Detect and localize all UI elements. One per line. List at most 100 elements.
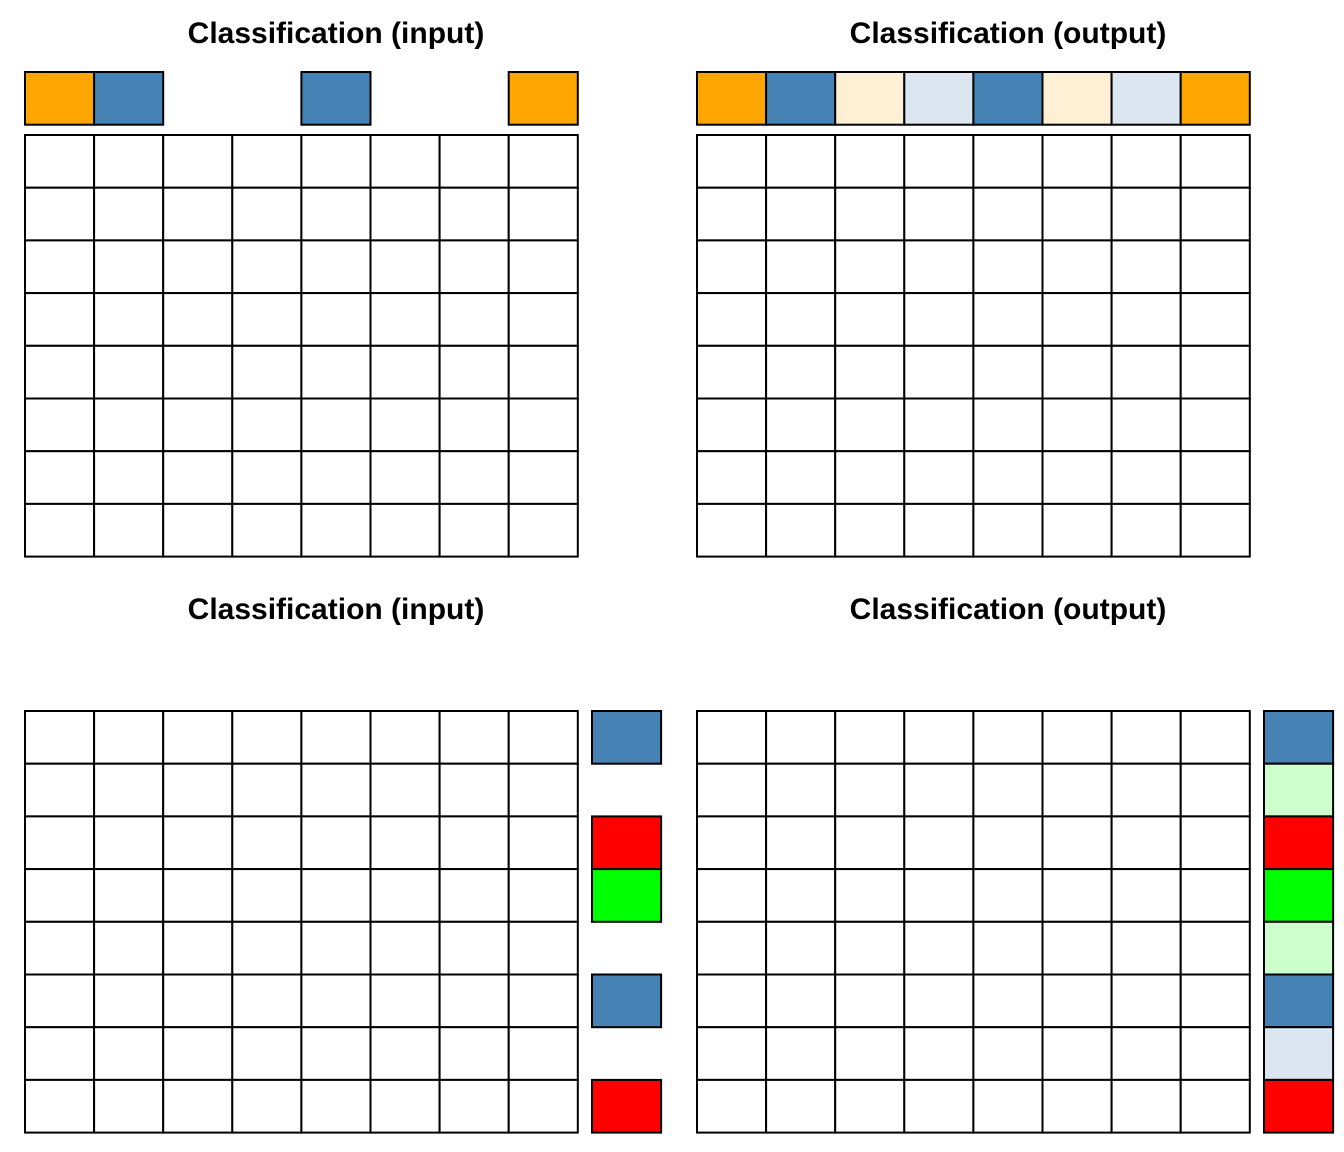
grid-cell <box>903 1078 975 1134</box>
grid-cell <box>300 292 372 347</box>
grid-cell <box>1041 450 1113 505</box>
grid-cell <box>1179 920 1251 976</box>
grid-cell <box>765 397 837 453</box>
grid-cell <box>162 710 234 765</box>
grid-cell <box>438 1078 510 1134</box>
grid-cell <box>1110 762 1182 818</box>
grid-cell <box>1110 920 1182 976</box>
grid-cell <box>162 186 234 242</box>
grid-cell <box>834 710 906 765</box>
grid-cell <box>231 134 303 189</box>
grid-cell <box>972 239 1044 295</box>
grid-cell <box>438 868 510 923</box>
grid-cell <box>1179 450 1251 505</box>
class-label-cell-green <box>591 868 663 923</box>
class-label-cell-red <box>1263 815 1335 871</box>
grid-cell <box>903 710 975 765</box>
grid-cell <box>24 397 96 453</box>
class-label-cell-orange <box>24 71 96 126</box>
grid-cell <box>300 815 372 871</box>
grid-cell <box>93 710 165 765</box>
grid-cell <box>162 973 234 1029</box>
grid-cell <box>1179 134 1251 189</box>
grid-cell <box>765 450 837 505</box>
grid-cell <box>93 502 165 558</box>
grid-cell <box>300 868 372 923</box>
grid-cell <box>231 344 303 400</box>
grid-cell <box>162 762 234 818</box>
grid-cell <box>765 344 837 400</box>
grid-cell <box>507 239 579 295</box>
grid-cell <box>765 502 837 558</box>
grid-cell <box>300 1026 372 1081</box>
grid-cell <box>834 450 906 505</box>
grid-cell <box>765 762 837 818</box>
grid-cell <box>507 502 579 558</box>
grid-cell <box>1110 134 1182 189</box>
grid-cell <box>834 344 906 400</box>
grid-cell <box>834 186 906 242</box>
grid-cell <box>696 186 768 242</box>
grid-cell <box>834 973 906 1029</box>
grid-cell <box>1041 344 1113 400</box>
grid-cell <box>231 710 303 765</box>
grid-cell <box>24 134 96 189</box>
grid-cell <box>903 239 975 295</box>
grid-cell <box>507 920 579 976</box>
class-label-cell-blue <box>972 71 1044 126</box>
grid-cell <box>765 292 837 347</box>
grid-cell <box>231 502 303 558</box>
grid-cell <box>972 292 1044 347</box>
class-label-cell-light-blue <box>1263 1026 1335 1081</box>
panel-title-top-right: Classification (output) <box>850 17 1167 50</box>
grid-cell <box>834 815 906 871</box>
grid-cell <box>972 868 1044 923</box>
grid-cell <box>696 920 768 976</box>
grid-cell <box>231 450 303 505</box>
panel-top-right <box>696 71 1251 558</box>
grid-cell <box>696 710 768 765</box>
grid-cell <box>1041 815 1113 871</box>
grid-cell <box>162 1026 234 1081</box>
grid-cell <box>24 710 96 765</box>
grid-cell <box>834 134 906 189</box>
grid-cell <box>765 1078 837 1134</box>
grid-cell <box>1041 134 1113 189</box>
grid-cell <box>972 920 1044 976</box>
grid-cell <box>972 397 1044 453</box>
class-label-cell-blue <box>93 71 165 126</box>
grid-cell <box>369 239 441 295</box>
grid-cell <box>369 344 441 400</box>
class-label-cell-orange <box>1179 71 1251 126</box>
grid-cell <box>903 920 975 976</box>
grid-cell <box>696 344 768 400</box>
grid-cell <box>696 450 768 505</box>
grid-cell <box>438 920 510 976</box>
grid-cell <box>834 239 906 295</box>
grid-cell <box>903 186 975 242</box>
grid-cell <box>903 134 975 189</box>
grid-cell <box>93 920 165 976</box>
panel-bottom-right <box>696 710 1335 1134</box>
grid-cell <box>1110 239 1182 295</box>
grid-cell <box>696 239 768 295</box>
grid-cell <box>369 134 441 189</box>
panel-title-bottom-right: Classification (output) <box>850 593 1167 626</box>
class-label-cell-light-blue <box>1110 71 1182 126</box>
grid-cell <box>696 1078 768 1134</box>
panel-title-bottom-left: Classification (input) <box>188 593 485 626</box>
grid-cell <box>1041 292 1113 347</box>
grid-cell <box>507 762 579 818</box>
grid-cell <box>369 1078 441 1134</box>
grid-cell <box>24 1078 96 1134</box>
grid-cell <box>765 186 837 242</box>
grid-cell <box>300 502 372 558</box>
grid-cell <box>369 710 441 765</box>
grid-cell <box>24 502 96 558</box>
class-label-cell-red <box>591 815 663 871</box>
grid-cell <box>1179 292 1251 347</box>
grid-cell <box>24 815 96 871</box>
grid-cell <box>834 1026 906 1081</box>
grid-cell <box>438 186 510 242</box>
